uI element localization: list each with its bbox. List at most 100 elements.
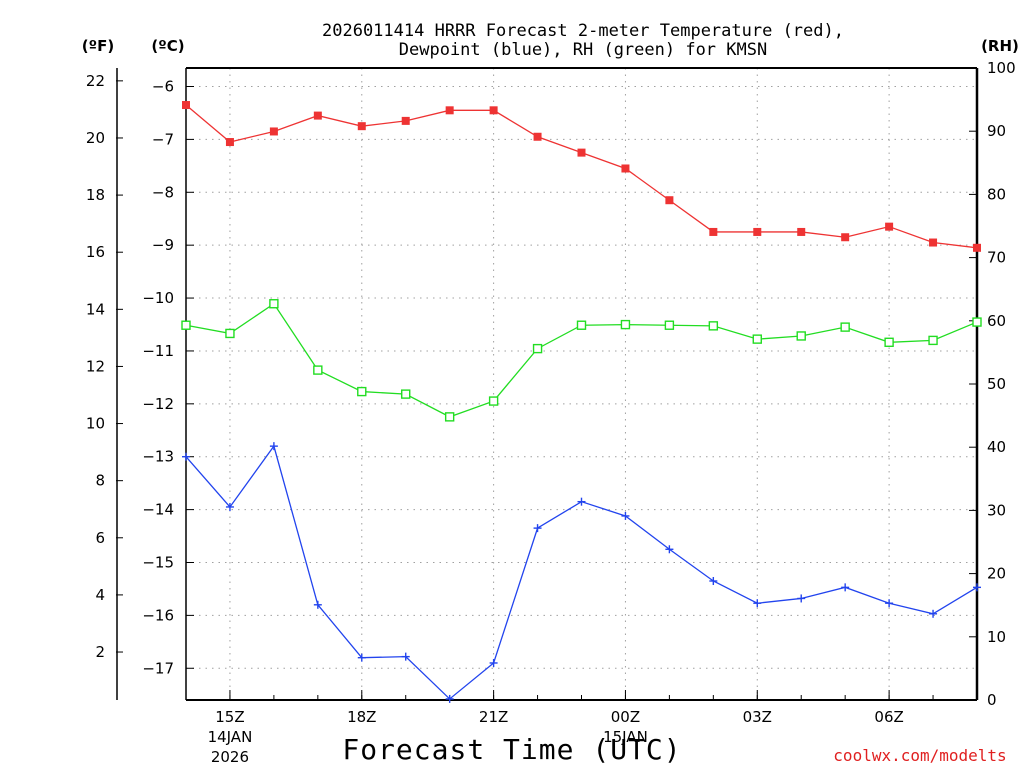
rh-tick-label: 20: [987, 565, 1006, 583]
temperature-point: [621, 164, 630, 173]
rh-tick-label: 60: [987, 312, 1006, 330]
rh-tick-label: 10: [987, 628, 1006, 646]
grid-lines: [186, 68, 977, 700]
fahrenheit-tick-label: 10: [86, 415, 105, 433]
dewpoint-line: [185, 444, 978, 700]
dewpoint-point: [357, 653, 366, 662]
rh-point: [488, 396, 499, 406]
temperature-point: [533, 132, 542, 141]
x-tick-year-label: 2026: [211, 748, 249, 766]
dewpoint-point: [841, 583, 850, 592]
temperature-point: [489, 106, 498, 115]
rh-point: [357, 386, 367, 397]
rh-point: [532, 343, 543, 354]
temperature-point: [225, 138, 234, 147]
rh-point: [576, 320, 587, 330]
chart-title-line-2: Dewpoint (blue), RH (green) for KMSN: [399, 40, 767, 60]
dewpoint-point: [313, 600, 322, 609]
rh-point: [444, 412, 455, 422]
rh-tick-label: 30: [987, 501, 1006, 519]
rh-tick-label: 70: [987, 249, 1006, 267]
rh-tick-label: 80: [987, 185, 1006, 203]
rh-point: [620, 319, 631, 330]
x-tick-label: 15Z: [215, 708, 244, 726]
dewpoint-point: [577, 497, 586, 506]
dewpoint-point: [665, 545, 674, 554]
temperature-point: [401, 116, 410, 125]
fahrenheit-tick-label: 12: [86, 357, 105, 375]
dewpoint-point: [401, 652, 410, 661]
celsius-tick-label: −15: [142, 553, 174, 571]
dewpoint-point: [929, 609, 938, 618]
celsius-tick-label: −11: [142, 342, 174, 360]
temperature-point: [841, 233, 850, 242]
rh-tick-label: 40: [987, 438, 1006, 456]
celsius-tick-label: −6: [152, 78, 174, 96]
dewpoint-point: [973, 583, 981, 592]
dewpoint-point: [621, 511, 630, 520]
data-series: [181, 101, 982, 703]
rh-point: [181, 320, 191, 330]
celsius-tick-label: −9: [152, 236, 174, 254]
fahrenheit-tick-label: 16: [86, 243, 105, 261]
x-tick-label: 06Z: [874, 708, 903, 726]
dewpoint-point: [489, 658, 498, 667]
rh-point: [752, 334, 762, 344]
x-tick-label: 00Z: [611, 708, 640, 726]
temperature-point: [357, 122, 366, 131]
fahrenheit-tick-label: 6: [95, 529, 105, 547]
dewpoint-point: [885, 599, 894, 608]
celsius-tick-label: −12: [142, 395, 174, 413]
celsius-tick-label: −7: [152, 130, 174, 148]
temperature-point: [577, 148, 586, 157]
temperature-point: [182, 101, 190, 110]
x-tick-date-label: 15JAN: [603, 728, 648, 746]
rh-unit-label: (RH): [981, 37, 1019, 55]
fahrenheit-tick-label: 14: [86, 300, 105, 318]
rh-tick-label: 90: [987, 122, 1006, 140]
temperature-point: [885, 222, 894, 231]
rh-point: [884, 337, 894, 347]
fahrenheit-tick-label: 4: [95, 586, 105, 604]
rh-point: [708, 321, 719, 331]
fahrenheit-unit-label: (ºF): [82, 37, 114, 55]
dewpoint-point: [182, 452, 190, 461]
rh-point: [313, 365, 323, 375]
x-tick-date-label: 14JAN: [208, 728, 253, 746]
x-tick-label: 21Z: [479, 708, 508, 726]
x-tick-label: 03Z: [743, 708, 772, 726]
rh-point: [401, 389, 411, 399]
rh-point: [664, 320, 675, 330]
dewpoint-point: [269, 442, 278, 451]
temperature-point: [929, 238, 938, 247]
temperature-point: [445, 106, 454, 115]
dewpoint-point: [753, 599, 762, 608]
temperature-point: [709, 227, 718, 236]
temperature-point: [269, 127, 278, 136]
celsius-tick-label: −14: [142, 501, 174, 519]
fahrenheit-tick-label: 20: [86, 129, 105, 147]
dewpoint-point: [445, 694, 454, 703]
rh-point: [225, 328, 235, 339]
x-axis-title: Forecast Time (UTC): [342, 733, 681, 766]
celsius-tick-label: −10: [142, 289, 174, 307]
credit-text: coolwx.com/modelts: [833, 746, 1006, 765]
rh-point: [928, 335, 938, 346]
fahrenheit-tick-label: 2: [95, 643, 105, 661]
temperature-point: [797, 227, 806, 236]
temperature-point: [665, 196, 674, 205]
dewpoint-point: [225, 502, 234, 511]
dewpoint-point: [533, 524, 542, 533]
fahrenheit-tick-label: 18: [86, 186, 105, 204]
fahrenheit-tick-label: 22: [86, 72, 105, 90]
rh-tick-label: 100: [987, 59, 1016, 77]
rh-point: [796, 331, 806, 341]
chart-title-line-1: 2026011414 HRRR Forecast 2-meter Tempera…: [322, 21, 844, 41]
rh-tick-label: 0: [987, 691, 997, 709]
rh-tick-label: 50: [987, 375, 1006, 393]
dewpoint-point: [797, 594, 806, 603]
axes: −17 −16 −15 −14 −13 −12 −11 −10 −9 −8 −7 −6 2 4 6 8 10 12…: [86, 59, 1016, 766]
x-tick-label: 18Z: [347, 708, 376, 726]
temperature-point: [313, 111, 322, 120]
